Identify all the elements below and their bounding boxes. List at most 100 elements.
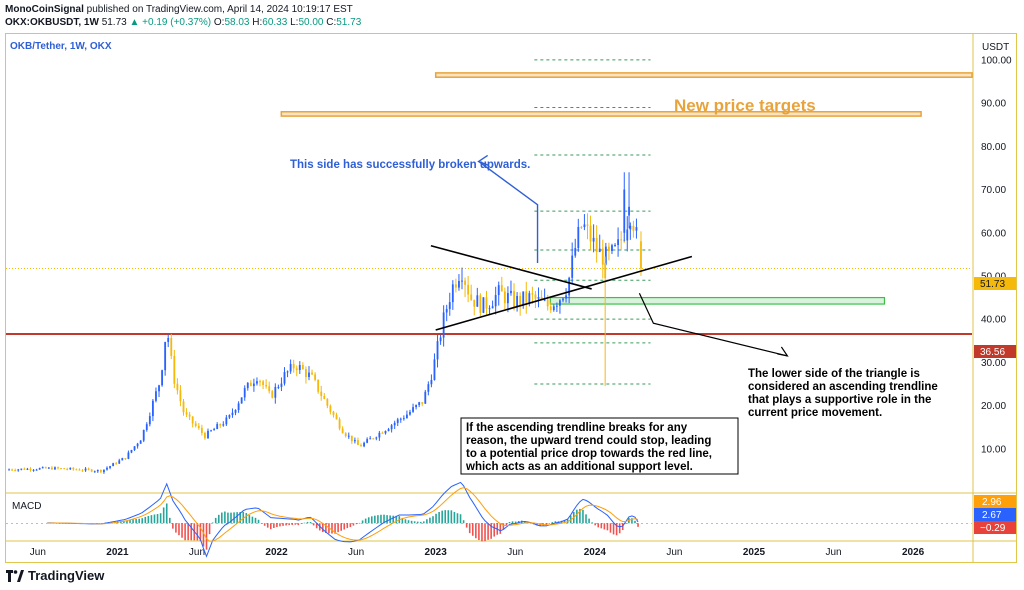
candle-body: [445, 309, 448, 313]
macd-histogram-bar: [505, 523, 508, 526]
macd-histogram-bar: [233, 512, 235, 524]
macd-histogram-bar: [591, 522, 593, 524]
macd-histogram-bar: [245, 513, 248, 524]
chart-header: MonoCoinSignal published on TradingView.…: [5, 3, 361, 29]
candle-body: [522, 291, 525, 306]
footer-brand[interactable]: TradingView: [6, 568, 104, 583]
candle-body: [583, 224, 586, 228]
breakdown-line-3: to a potential price drop towards the re…: [466, 448, 712, 460]
macd-histogram-bar: [162, 507, 165, 524]
macd-histogram-bar: [621, 523, 624, 531]
candle-body: [458, 280, 460, 288]
macd-histogram-bar: [178, 523, 180, 536]
candle-body: [23, 468, 26, 470]
broken-annotation[interactable]: This side has successfully broken upward…: [290, 159, 530, 171]
candle-body: [332, 411, 335, 415]
macd-histogram-bar: [337, 523, 339, 533]
macd-histogram-bar: [468, 523, 471, 534]
macd-histogram-bar: [465, 523, 468, 528]
candle-body: [164, 342, 167, 371]
price-axis[interactable]: 10.00 20.00 30.00 40.00 50.00 60.00 70.00 80.00…: [981, 55, 1012, 455]
candle-body: [350, 435, 353, 442]
candle-body: [246, 382, 249, 389]
breakdown-annotation[interactable]: If the ascending trendline breaks for an…: [460, 417, 739, 475]
chart-title[interactable]: OKB/Tether, 1W, OKX: [10, 41, 112, 52]
candle-body: [611, 245, 613, 252]
time-axis[interactable]: Jun 2021 Jun 2022 Jun 2023 Jun 2024 Jun 2025 Jun 20…: [30, 547, 925, 558]
candle-body: [219, 424, 222, 426]
candle-body: [491, 306, 494, 309]
macd-histogram-bar: [355, 523, 358, 525]
macd-histogram-bar: [481, 523, 483, 542]
lower-side-annotation[interactable]: The lower side of the triangle is consid…: [748, 368, 938, 419]
macd-histogram-bar: [211, 522, 214, 524]
candle-body: [559, 300, 561, 306]
candle-body: [29, 468, 32, 471]
x-tick-label: 2026: [902, 547, 925, 558]
macd-histogram-bar: [377, 515, 379, 524]
published-text: published on TradingView.com, April 14, …: [86, 4, 353, 15]
candle-body: [274, 386, 277, 398]
macd-histogram-bar: [462, 520, 465, 524]
symbol-label[interactable]: OKX:OKBUSDT, 1W: [5, 17, 99, 28]
candle-body: [640, 241, 642, 269]
author-name[interactable]: MonoCoinSignal: [5, 4, 84, 15]
candle-body: [506, 293, 509, 304]
macd-histogram-bar: [612, 523, 615, 535]
macd-histogram-bar: [459, 514, 462, 524]
candle-body: [516, 295, 519, 308]
candle-body: [252, 383, 255, 387]
x-tick-label: Jun: [189, 547, 205, 558]
candle-body: [399, 418, 402, 420]
targets-annotation[interactable]: New price targets: [674, 96, 816, 115]
macd-histogram-bar: [129, 519, 131, 524]
candle-body: [69, 467, 72, 470]
candle-body: [121, 458, 124, 461]
macd-label[interactable]: MACD: [12, 501, 41, 512]
macd-histogram-bar: [331, 523, 333, 534]
candle-body: [510, 290, 512, 294]
candle-body: [35, 469, 38, 471]
candle-body: [136, 443, 139, 447]
candle-body: [8, 469, 10, 471]
y-tick-label: 10.00: [981, 444, 1006, 455]
candle-body: [546, 299, 549, 307]
macd-histogram-bar: [340, 523, 342, 531]
macd-histogram-bar: [386, 515, 388, 524]
candle-body: [197, 425, 200, 428]
chart-frame: [5, 33, 1017, 563]
candle-body: [565, 295, 567, 299]
macd-histogram-bar: [300, 523, 303, 524]
candle-body: [188, 414, 191, 417]
candle-body: [240, 397, 243, 404]
support-price-badge[interactable]: 36.56: [974, 345, 1016, 358]
candle-body: [589, 225, 592, 242]
candle-body: [433, 359, 436, 380]
candle-body: [231, 412, 234, 416]
macd-histogram-bar: [361, 520, 364, 524]
macd-histogram-bar: [364, 518, 367, 524]
candle-body: [90, 469, 93, 472]
candle-body: [479, 295, 482, 313]
candle-body: [497, 285, 500, 296]
last-price-badge[interactable]: 51.73: [974, 277, 1016, 290]
macd-histogram-bar: [401, 517, 404, 524]
macd-badge-label: 2.67: [982, 510, 1002, 521]
macd-histogram-bar: [383, 514, 385, 524]
candle-body: [412, 407, 414, 412]
macd-histogram-bar: [269, 523, 272, 530]
candle-body: [604, 263, 607, 279]
candle-body: [540, 296, 543, 300]
macd-histogram-bar: [539, 523, 541, 526]
candle-body: [118, 460, 121, 464]
y-tick-label: 20.00: [981, 401, 1006, 412]
candle-body: [317, 379, 320, 392]
macd-histogram-bar: [202, 523, 205, 547]
y-tick-label: 70.00: [981, 185, 1006, 196]
macd-histogram-bar: [288, 523, 290, 526]
brand-name: TradingView: [28, 568, 105, 583]
signal-badge-bg: [974, 495, 1016, 508]
candle-body: [112, 463, 115, 467]
macd-histogram-bar: [416, 521, 419, 524]
